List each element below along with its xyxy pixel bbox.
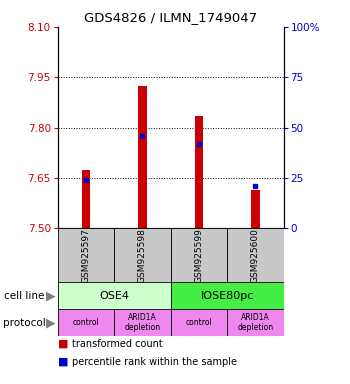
Bar xyxy=(171,309,227,336)
Text: GSM925598: GSM925598 xyxy=(138,228,147,283)
Text: ▶: ▶ xyxy=(46,316,56,329)
Text: GSM925597: GSM925597 xyxy=(82,228,90,283)
Bar xyxy=(171,228,227,282)
Text: IOSE80pc: IOSE80pc xyxy=(200,291,254,301)
Text: GSM925600: GSM925600 xyxy=(251,228,260,283)
Text: transformed count: transformed count xyxy=(72,339,162,349)
Text: ARID1A
depletion: ARID1A depletion xyxy=(124,313,160,332)
Bar xyxy=(58,309,114,336)
Text: ▶: ▶ xyxy=(46,289,56,302)
Text: control: control xyxy=(72,318,99,327)
Bar xyxy=(58,282,171,309)
Bar xyxy=(251,190,259,228)
Text: protocol: protocol xyxy=(4,318,46,328)
Text: OSE4: OSE4 xyxy=(99,291,129,301)
Text: ■: ■ xyxy=(58,339,68,349)
Bar xyxy=(114,228,171,282)
Bar xyxy=(171,282,284,309)
Text: control: control xyxy=(186,318,212,327)
Bar xyxy=(138,86,147,228)
Text: GSM925599: GSM925599 xyxy=(194,228,203,283)
Bar xyxy=(227,228,284,282)
Bar xyxy=(195,116,203,228)
Bar xyxy=(82,170,90,228)
Bar xyxy=(114,309,171,336)
Text: cell line: cell line xyxy=(4,291,44,301)
Text: percentile rank within the sample: percentile rank within the sample xyxy=(72,357,237,367)
Text: ■: ■ xyxy=(58,357,68,367)
Bar xyxy=(58,228,114,282)
Text: ARID1A
depletion: ARID1A depletion xyxy=(237,313,273,332)
Bar xyxy=(227,309,284,336)
Title: GDS4826 / ILMN_1749047: GDS4826 / ILMN_1749047 xyxy=(84,11,257,24)
